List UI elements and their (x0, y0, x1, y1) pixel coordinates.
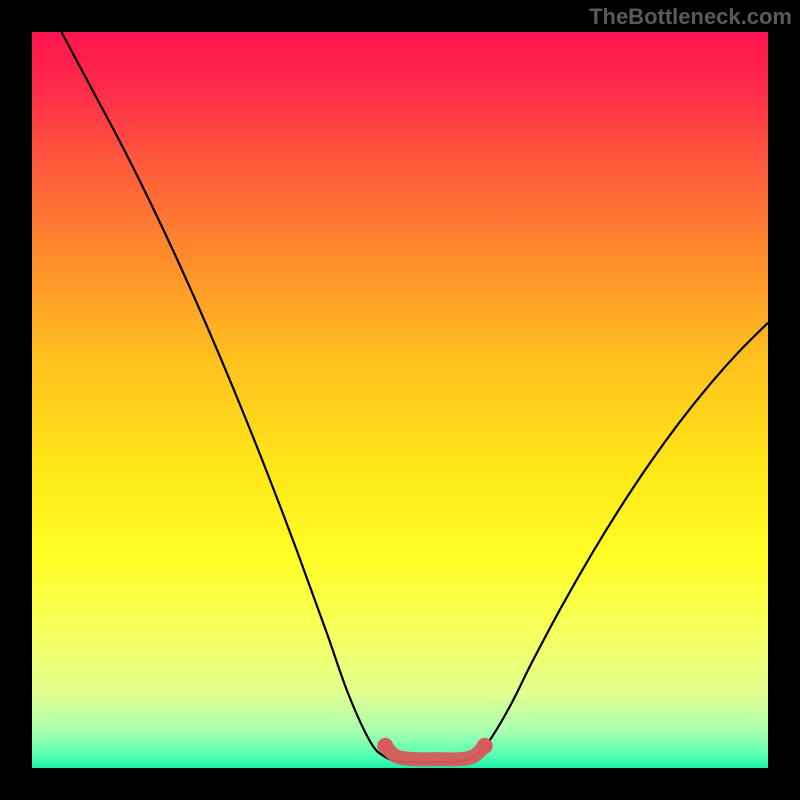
highlight-endpoint-marker (477, 738, 493, 754)
plot-background (32, 32, 768, 768)
bottleneck-chart: TheBottleneck.com (0, 0, 800, 800)
watermark-text: TheBottleneck.com (589, 4, 792, 30)
chart-canvas (0, 0, 800, 800)
highlight-endpoint-marker (377, 738, 393, 754)
